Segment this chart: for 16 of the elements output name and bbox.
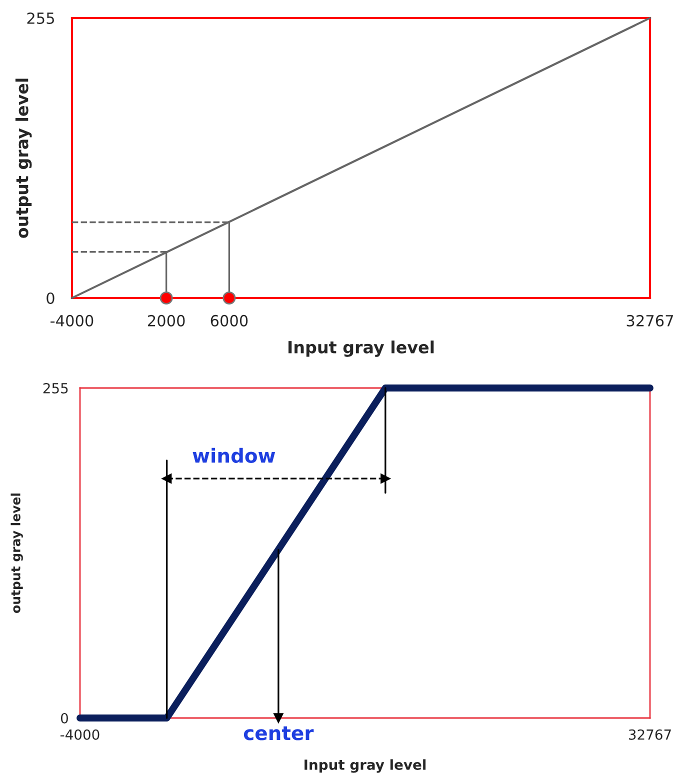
x-axis-title: Input gray level — [288, 340, 434, 357]
x-tick-label: 32767 — [628, 729, 671, 740]
y-axis-title: output gray level — [10, 494, 23, 613]
x-tick-label: -4000 — [60, 729, 100, 740]
annotation: window — [192, 448, 276, 463]
y-tick-label: 255 — [27, 12, 54, 24]
y-tick-label: 0 — [60, 712, 68, 724]
y-axis-title: output gray level — [15, 78, 32, 238]
y-tick-label: 255 — [43, 382, 68, 394]
x-tick-label: -4000 — [50, 314, 94, 326]
x-tick-label: 32767 — [626, 314, 673, 326]
x-tick-label: 6000 — [210, 314, 248, 326]
y-tick-label: 0 — [46, 292, 54, 304]
x-axis-title: Input gray level — [304, 759, 426, 773]
x-tick-label: 2000 — [148, 314, 185, 326]
annotation: center — [244, 726, 314, 740]
